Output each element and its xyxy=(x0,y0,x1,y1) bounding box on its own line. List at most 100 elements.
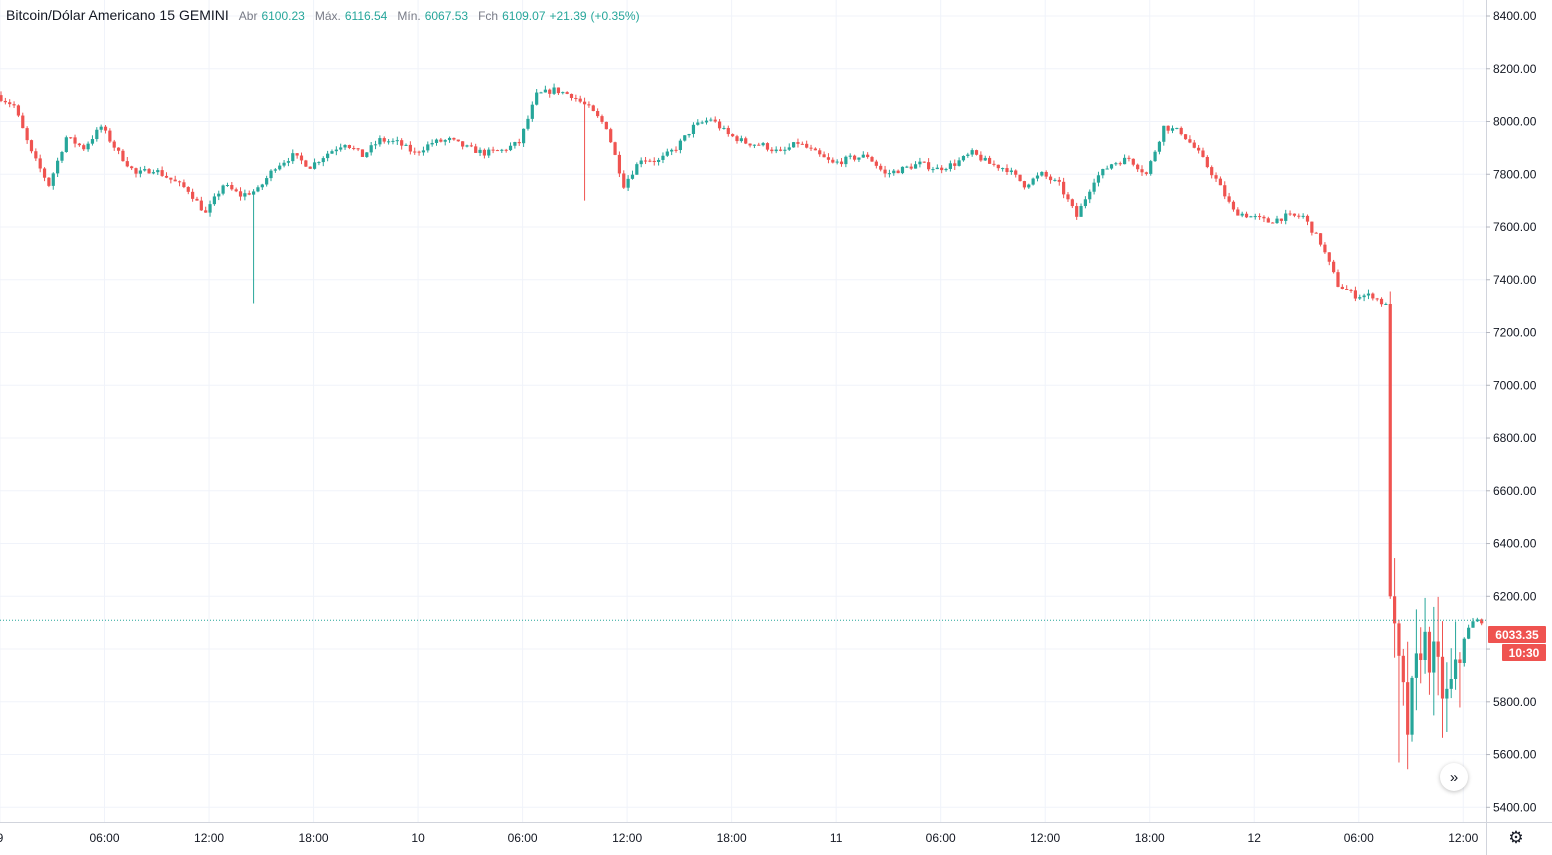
candle-body xyxy=(979,154,983,161)
scroll-to-realtime-button[interactable]: » xyxy=(1440,763,1468,791)
candle-body xyxy=(826,157,831,160)
candle-body xyxy=(417,151,421,153)
candle-body xyxy=(491,149,495,151)
candle-body xyxy=(626,178,630,188)
candle-body xyxy=(1462,638,1466,663)
candle-body xyxy=(295,153,299,156)
candle-body xyxy=(1092,182,1096,192)
candle-body xyxy=(1436,641,1440,657)
candle-body xyxy=(1275,218,1279,224)
candle-body xyxy=(883,169,887,174)
candle-body xyxy=(835,161,839,163)
candle-body xyxy=(1240,213,1244,216)
candle-body xyxy=(369,145,373,153)
candle-body xyxy=(778,149,783,151)
candle-body xyxy=(1318,233,1323,245)
change-percent: (+0.35%) xyxy=(590,9,640,23)
x-tick-label: 06:00 xyxy=(1344,831,1374,845)
candle-body xyxy=(116,147,121,151)
candle-body xyxy=(69,137,73,139)
candle-body xyxy=(474,146,478,153)
candle-body xyxy=(670,149,674,152)
candle-body xyxy=(356,148,360,150)
candle-body xyxy=(822,154,826,158)
candle-body xyxy=(831,159,835,163)
candle-body xyxy=(308,166,312,169)
candle-body xyxy=(543,89,547,93)
candle-body xyxy=(1153,151,1157,162)
y-tick-label: 6400.00 xyxy=(1493,537,1537,551)
candle-body xyxy=(60,151,64,161)
candle-body xyxy=(147,169,151,174)
candle-body xyxy=(426,144,430,151)
price-tag-value: 6033.35 xyxy=(1495,628,1539,642)
candle-body xyxy=(661,155,665,160)
candle-body xyxy=(12,104,16,106)
candle-body xyxy=(1101,168,1105,176)
candle-body xyxy=(1401,655,1405,683)
candle-body xyxy=(164,175,169,178)
candle-body xyxy=(1053,179,1057,181)
candle-body xyxy=(1366,293,1371,296)
candle-body xyxy=(1427,631,1432,673)
candle-body xyxy=(961,155,966,161)
candle-body xyxy=(1044,171,1048,177)
y-tick-label: 6800.00 xyxy=(1493,431,1537,445)
candle-body xyxy=(99,126,103,130)
candle-body xyxy=(591,105,595,112)
candle-body xyxy=(1122,157,1127,165)
candle-body xyxy=(870,157,874,162)
x-tick-label: 06:00 xyxy=(508,831,538,845)
candle-body xyxy=(922,161,926,163)
open-value: 6100.23 xyxy=(261,9,305,23)
candle-body xyxy=(1070,199,1074,207)
candle-body xyxy=(852,155,857,160)
candle-body xyxy=(1183,134,1188,140)
candle-body xyxy=(704,120,709,123)
candle-body xyxy=(1040,171,1044,176)
x-tick-label: 10 xyxy=(411,831,425,845)
candle-body xyxy=(495,150,500,152)
candle-body xyxy=(1362,295,1366,298)
candle-body xyxy=(1414,653,1418,678)
interval-label[interactable]: 15 xyxy=(159,7,175,23)
candle-body xyxy=(818,150,822,155)
x-tick-label: 06:00 xyxy=(90,831,120,845)
candle-body xyxy=(1253,216,1257,218)
candle-body xyxy=(195,198,199,201)
candle-body xyxy=(927,162,931,170)
candle-body xyxy=(16,105,21,116)
candle-body xyxy=(86,143,90,150)
candle-body xyxy=(334,149,338,152)
candle-body xyxy=(95,129,99,140)
candle-body xyxy=(953,163,957,166)
exchange-label: GEMINI xyxy=(178,7,229,23)
symbol-name[interactable]: Bitcoin/Dólar Americano xyxy=(6,7,156,23)
candle-body xyxy=(1284,213,1288,221)
candle-body xyxy=(866,154,870,158)
candle-body xyxy=(1314,232,1318,234)
y-tick-label: 6600.00 xyxy=(1493,484,1537,498)
x-tick-label: 18:00 xyxy=(1135,831,1165,845)
x-tick-label: 11 xyxy=(830,831,843,845)
candle-body xyxy=(1140,169,1144,173)
candle-body xyxy=(813,148,817,151)
candle-body xyxy=(1214,175,1218,179)
candle-body xyxy=(765,143,770,150)
candle-body xyxy=(1231,201,1236,210)
candle-body xyxy=(1301,215,1305,217)
countdown-tag xyxy=(1502,644,1546,661)
y-tick-label: 5800.00 xyxy=(1493,695,1537,709)
settings-button[interactable]: ⚙ xyxy=(1505,827,1527,849)
candle-body xyxy=(447,137,452,141)
candle-body xyxy=(21,115,25,129)
candle-body xyxy=(1031,178,1035,185)
candle-body xyxy=(204,210,208,213)
candle-body xyxy=(1257,216,1262,218)
candle-body xyxy=(347,145,351,148)
candle-body xyxy=(717,121,722,129)
candle-body xyxy=(805,143,809,148)
candle-body xyxy=(983,157,987,161)
candle-body xyxy=(373,144,378,146)
